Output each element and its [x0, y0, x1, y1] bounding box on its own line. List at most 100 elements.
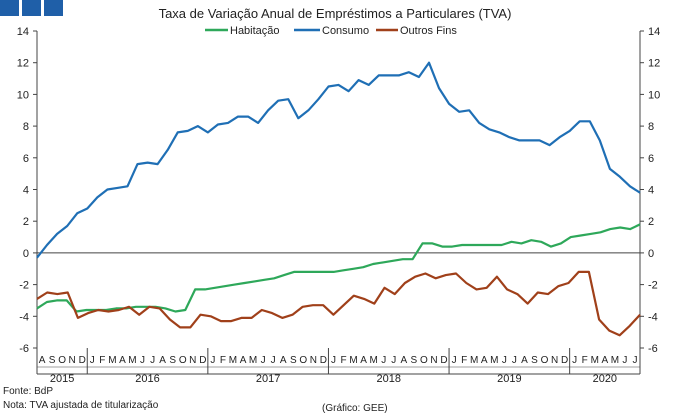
x-year-label: 2019 — [497, 373, 521, 385]
y-tick-label-right: -6 — [648, 343, 658, 355]
y-tick-label-right: 2 — [648, 216, 654, 228]
y-tick-label-left: 14 — [17, 26, 29, 38]
x-month-label: J — [90, 355, 95, 366]
x-month-label: M — [349, 355, 357, 366]
y-tick-label-right: 0 — [648, 248, 654, 260]
x-month-label: A — [240, 355, 247, 366]
y-tick-label-left: 6 — [23, 153, 29, 165]
x-month-label: A — [400, 355, 407, 366]
x-month-label: N — [189, 355, 196, 366]
series-line-outros-fins — [36, 270, 641, 337]
x-month-label: A — [159, 355, 166, 366]
corner-square — [22, 0, 41, 16]
x-month-label: A — [481, 355, 488, 366]
x-month-label: M — [128, 355, 136, 366]
x-month-label: F — [461, 355, 467, 366]
y-tick-label-left: -6 — [19, 343, 29, 355]
y-tick-label-right: 4 — [648, 185, 654, 197]
x-month-label: J — [261, 355, 266, 366]
y-tick-label-right: -4 — [648, 311, 658, 323]
legend-label-habitacao: Habitação — [230, 25, 280, 37]
x-month-label: A — [119, 355, 126, 366]
y-tick-label-right: 6 — [648, 153, 654, 165]
x-month-label: S — [169, 355, 176, 366]
x-month-label: M — [470, 355, 478, 366]
x-month-label: A — [521, 355, 528, 366]
x-month-label: O — [299, 355, 307, 366]
footer-note: Nota: TVA ajustada de titularização — [3, 400, 159, 411]
x-month-label: D — [561, 355, 568, 366]
x-month-label: N — [430, 355, 437, 366]
x-month-label: A — [601, 355, 608, 366]
x-month-label: J — [452, 355, 457, 366]
y-tick-label-left: 8 — [23, 121, 29, 133]
y-tick-label-left: 4 — [23, 185, 29, 197]
x-month-label: J — [140, 355, 145, 366]
x-year-label: 2020 — [593, 373, 617, 385]
x-month-label: F — [340, 355, 346, 366]
footer-source: Fonte: BdP — [3, 386, 54, 397]
x-month-label: M — [370, 355, 378, 366]
x-month-label: N — [69, 355, 76, 366]
x-month-label: J — [572, 355, 577, 366]
x-month-label: O — [541, 355, 549, 366]
x-month-label: F — [220, 355, 226, 366]
x-month-label: J — [331, 355, 336, 366]
x-month-label: M — [591, 355, 599, 366]
x-month-label: O — [179, 355, 187, 366]
y-tick-label-left: 0 — [23, 248, 29, 260]
x-month-label: A — [280, 355, 287, 366]
chart-axes: 14 14 12 12 10 10 8 8 6 6 4 4 2 2 0 0 -2 -2 -4 -4 -6 -6 — [17, 26, 661, 355]
x-month-label: J — [622, 355, 627, 366]
x-month-label: D — [199, 355, 206, 366]
x-month-label: J — [512, 355, 517, 366]
x-month-label: S — [411, 355, 418, 366]
x-month-label: M — [229, 355, 237, 366]
x-month-label: J — [502, 355, 507, 366]
legend-label-outros-fins: Outros Fins — [400, 25, 457, 37]
x-month-label: F — [99, 355, 105, 366]
x-month-label: M — [249, 355, 257, 366]
x-month-label: F — [582, 355, 588, 366]
x-month-label: J — [391, 355, 396, 366]
x-month-label: J — [271, 355, 276, 366]
y-tick-label-right: -2 — [648, 280, 658, 292]
y-tick-label-right: 14 — [648, 26, 660, 38]
x-month-label: J — [150, 355, 155, 366]
y-tick-label-left: 2 — [23, 216, 29, 228]
x-month-label: O — [58, 355, 66, 366]
y-tick-label-right: 10 — [648, 89, 660, 101]
x-month-label: N — [551, 355, 558, 366]
y-tick-label-left: -4 — [19, 311, 29, 323]
x-month-label: S — [290, 355, 297, 366]
footer-credit: (Gráfico: GEE) — [322, 403, 388, 414]
legend-item-consumo: Consumo — [294, 25, 369, 37]
corner-square — [0, 0, 19, 16]
x-year-label: 2017 — [256, 373, 280, 385]
x-month-label: D — [440, 355, 447, 366]
y-tick-label-left: 10 — [17, 89, 29, 101]
x-month-label: S — [531, 355, 538, 366]
x-month-label: J — [632, 355, 637, 366]
x-month-label: J — [210, 355, 215, 366]
x-month-label: M — [108, 355, 116, 366]
x-year-label: 2018 — [377, 373, 401, 385]
legend-label-consumo: Consumo — [322, 25, 369, 37]
chart-series — [36, 61, 641, 337]
legend-item-habitacao: Habitação — [205, 25, 280, 37]
y-tick-label-left: 12 — [17, 58, 29, 70]
corner-squares-decoration — [0, 0, 63, 16]
x-month-label: S — [49, 355, 56, 366]
x-month-label: M — [490, 355, 498, 366]
y-tick-label-right: 8 — [648, 121, 654, 133]
x-month-label: J — [381, 355, 386, 366]
chart-legend: Habitação Consumo Outros Fins — [205, 25, 457, 37]
y-tick-label-left: -2 — [19, 280, 29, 292]
x-month-label: A — [360, 355, 367, 366]
series-line-consumo — [36, 61, 641, 259]
x-month-label: D — [320, 355, 327, 366]
legend-item-outros-fins: Outros Fins — [376, 25, 457, 37]
chart-title: Taxa de Variação Anual de Empréstimos a … — [159, 6, 512, 21]
x-year-label: 2015 — [50, 373, 74, 385]
